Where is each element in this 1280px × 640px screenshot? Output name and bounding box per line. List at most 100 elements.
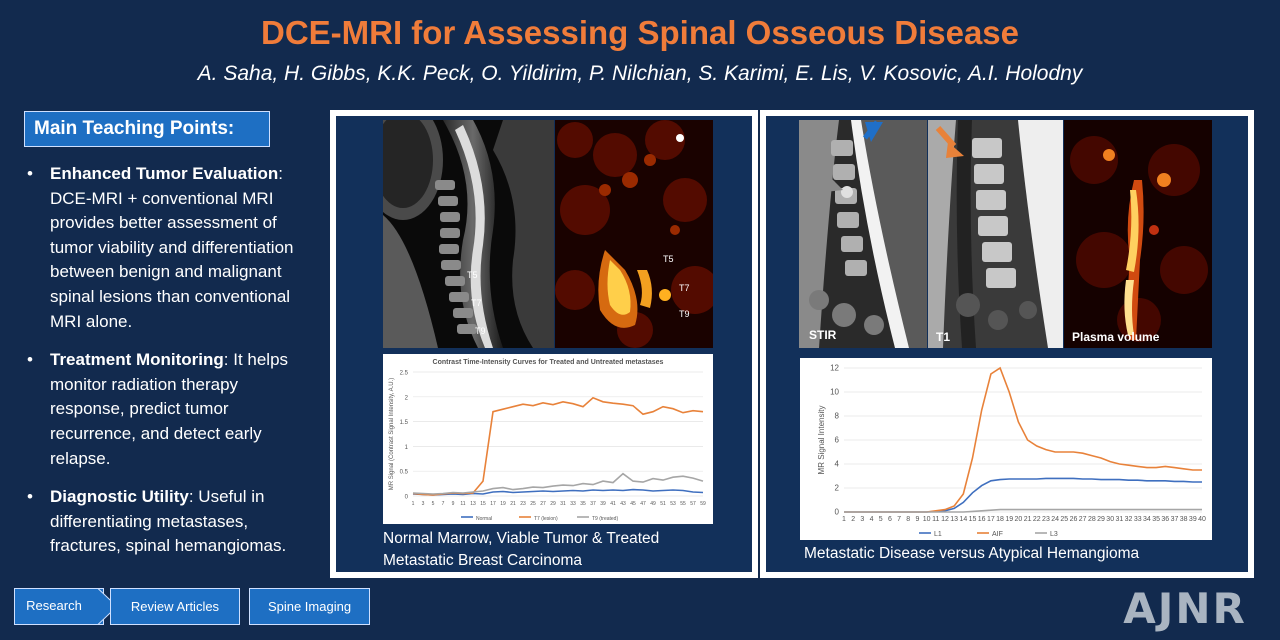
x-tick-label: 40: [1198, 516, 1206, 523]
sagittal-mri-image: T5 T7 T9: [383, 120, 554, 348]
teaching-point-heading: Treatment Monitoring: [50, 350, 224, 370]
x-tick-label: 13: [950, 516, 958, 523]
y-axis-label: MR Signal (Contrast Signal Intensity, A.…: [389, 378, 395, 491]
t1-label: T1: [936, 330, 951, 344]
x-tick-label: 19: [1005, 516, 1013, 523]
x-tick-label: 31: [1115, 516, 1123, 523]
x-tick-label: 41: [610, 501, 616, 507]
x-tick-label: 15: [969, 516, 977, 523]
teaching-point-text: : Useful in differentiating metastases, …: [50, 487, 287, 556]
y-tick-label: 8: [835, 412, 840, 421]
time-intensity-chart-svg: Contrast Time-Intensity Curves for Treat…: [389, 359, 706, 522]
series-line: [412, 488, 704, 496]
sagittal-mri-graphic: [383, 120, 554, 348]
ajnr-logo: AJNR: [1123, 584, 1247, 633]
x-tick-label: 11: [932, 516, 939, 523]
x-tick-label: 25: [1060, 516, 1068, 523]
series-line: [412, 472, 704, 495]
x-tick-label: 22: [1033, 516, 1041, 523]
time-intensity-chart: Contrast Time-Intensity Curves for Treat…: [383, 354, 713, 524]
y-tick-label: 2.5: [400, 371, 409, 377]
x-tick-label: 39: [1189, 516, 1197, 523]
legend-label: Normal: [476, 516, 492, 522]
x-tick-label: 24: [1051, 516, 1059, 523]
x-tick-label: 17: [987, 516, 995, 523]
teaching-point: Diagnostic Utility: Useful in differenti…: [24, 485, 316, 559]
teaching-points-list: Enhanced Tumor Evaluation: DCE-MRI + con…: [24, 162, 316, 573]
y-tick-label: 2: [835, 484, 840, 493]
stir-mri-graphic: [799, 120, 927, 348]
poster-title: DCE-MRI for Assessing Spinal Osseous Dis…: [260, 14, 1020, 51]
x-tick-label: 27: [540, 501, 546, 507]
x-tick-label: 9: [452, 501, 455, 507]
x-tick-label: 18: [996, 516, 1004, 523]
perfusion-map-graphic: [555, 120, 713, 348]
review-articles-button[interactable]: Review Articles: [110, 588, 240, 625]
y-tick-label: 2: [405, 395, 409, 401]
plasma-volume-map-image: Plasma volume: [1064, 120, 1212, 348]
x-tick-label: 34: [1143, 516, 1151, 523]
t1-mri-graphic: [928, 120, 1063, 348]
x-tick-label: 39: [600, 501, 606, 507]
x-tick-label: 1: [842, 516, 846, 523]
y-tick-label: 0.5: [400, 470, 409, 476]
series-line: [844, 477, 1202, 513]
x-tick-label: 13: [470, 501, 476, 507]
y-tick-label: 10: [830, 388, 839, 397]
x-tick-label: 51: [660, 501, 666, 507]
y-tick-label: 12: [830, 364, 839, 373]
x-tick-label: 26: [1070, 516, 1078, 523]
x-tick-label: 49: [650, 501, 656, 507]
x-tick-label: 55: [680, 501, 686, 507]
x-tick-label: 20: [1015, 516, 1023, 523]
x-tick-label: 14: [959, 516, 967, 523]
legend-label: AIF: [992, 531, 1003, 538]
x-tick-label: 19: [500, 501, 506, 507]
x-tick-label: 36: [1161, 516, 1169, 523]
legend-label: T9 (treated): [592, 516, 618, 522]
perfusion-map-image: T5 T7 T9: [555, 120, 713, 348]
x-tick-label: 30: [1106, 516, 1114, 523]
x-tick-label: 35: [580, 501, 586, 507]
x-tick-label: 11: [460, 501, 465, 507]
y-tick-label: 6: [835, 436, 840, 445]
x-tick-label: 27: [1079, 516, 1087, 523]
x-tick-label: 31: [560, 501, 566, 507]
x-tick-label: 45: [630, 501, 636, 507]
research-label: Research: [26, 598, 82, 613]
x-tick-label: 2: [851, 516, 855, 523]
x-tick-label: 8: [906, 516, 910, 523]
x-tick-label: 16: [978, 516, 986, 523]
perfusion-label-t5: T5: [663, 254, 674, 264]
y-axis-label: MR Signal Intensity: [817, 406, 826, 475]
stir-label: STIR: [809, 328, 837, 342]
legend-label: L1: [934, 531, 942, 538]
x-tick-label: 1: [412, 501, 415, 507]
research-button[interactable]: Research: [14, 588, 118, 625]
x-tick-label: 33: [570, 501, 576, 507]
x-tick-label: 7: [897, 516, 901, 523]
teaching-point-heading: Enhanced Tumor Evaluation: [50, 164, 279, 183]
x-tick-label: 7: [442, 501, 445, 507]
x-tick-label: 29: [550, 501, 556, 507]
x-tick-label: 5: [879, 516, 883, 523]
right-figure-caption: Metastatic Disease versus Atypical Heman…: [804, 545, 1140, 562]
x-tick-label: 5: [432, 501, 435, 507]
x-tick-label: 15: [480, 501, 486, 507]
x-tick-label: 9: [915, 516, 919, 523]
x-tick-label: 33: [1134, 516, 1142, 523]
plasma-volume-graphic: [1064, 120, 1212, 348]
x-tick-label: 28: [1088, 516, 1096, 523]
x-tick-label: 17: [490, 501, 496, 507]
teaching-point-text: : DCE-MRI + conventional MRI provides be…: [50, 164, 294, 331]
vertebra-label-t7: T7: [471, 298, 482, 308]
author-list: A. Saha, H. Gibbs, K.K. Peck, O. Yildiri…: [197, 62, 1083, 85]
x-tick-label: 38: [1180, 516, 1188, 523]
signal-intensity-chart: 0 2 4 6 8 10 12 1 2 3 4 5 6 7 8 9 10 11 12 13 14 15 16 17 18 19 20…: [800, 358, 1212, 540]
y-tick-label: 1.5: [400, 420, 409, 426]
x-tick-label: 37: [1171, 516, 1179, 523]
x-tick-label: 35: [1152, 516, 1160, 523]
x-tick-label: 47: [640, 501, 646, 507]
spine-imaging-button[interactable]: Spine Imaging: [249, 588, 370, 625]
